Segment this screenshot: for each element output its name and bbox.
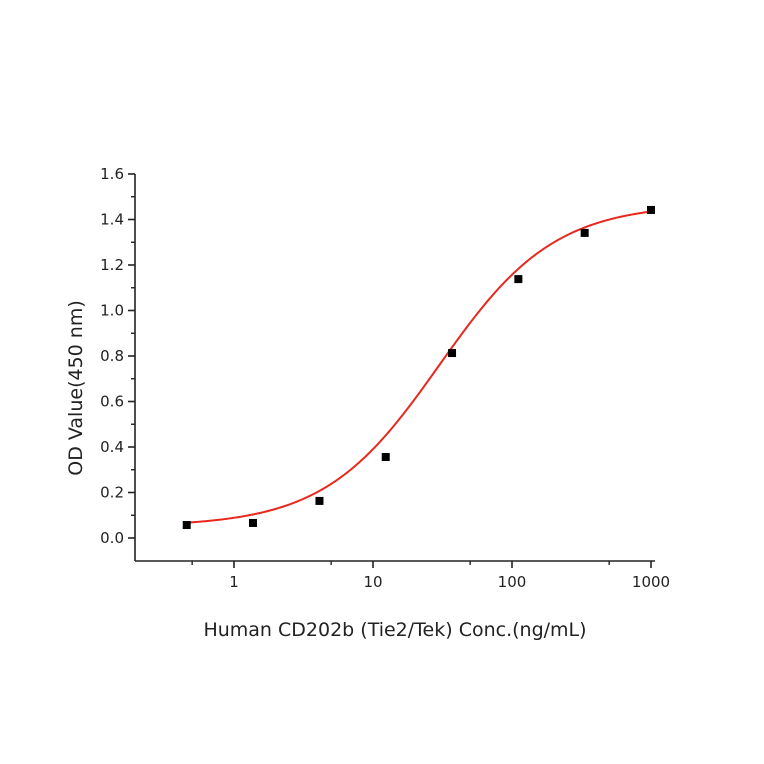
y-axis-title: OD Value(450 nm) xyxy=(65,300,87,475)
x-axis-title: Human CD202b (Tie2/Tek) Conc.(ng/mL) xyxy=(203,619,586,641)
y-tick-label: 0.2 xyxy=(100,484,124,502)
data-point xyxy=(514,275,523,284)
y-tick-label: 0.6 xyxy=(100,393,124,411)
data-point xyxy=(448,349,457,358)
x-tick-label: 10 xyxy=(363,573,382,591)
y-tick-label: 1.0 xyxy=(100,302,124,320)
x-tick-label: 1 xyxy=(229,573,239,591)
data-point xyxy=(315,496,324,505)
x-tick-label: 100 xyxy=(498,573,527,591)
data-point xyxy=(249,518,258,527)
y-tick-label: 0.0 xyxy=(100,529,124,547)
y-tick-label: 1.4 xyxy=(100,211,124,229)
data-points xyxy=(182,205,655,530)
y-tick-label: 0.4 xyxy=(100,438,124,456)
y-tick-label: 0.8 xyxy=(100,347,124,365)
y-tick-label: 1.6 xyxy=(100,165,124,183)
y-tick-label: 1.2 xyxy=(100,256,124,274)
x-tick-label: 1000 xyxy=(632,573,670,591)
data-point xyxy=(647,205,655,214)
y-axis: 0.0 0.2 0.4 0.6 0.8 1.0 1.2 1.4 1.6 xyxy=(100,165,136,561)
data-point xyxy=(381,453,390,462)
data-point xyxy=(580,228,589,237)
data-point xyxy=(182,521,191,530)
fit-curve xyxy=(186,210,652,524)
x-axis: 1 10 100 1000 xyxy=(135,560,670,591)
